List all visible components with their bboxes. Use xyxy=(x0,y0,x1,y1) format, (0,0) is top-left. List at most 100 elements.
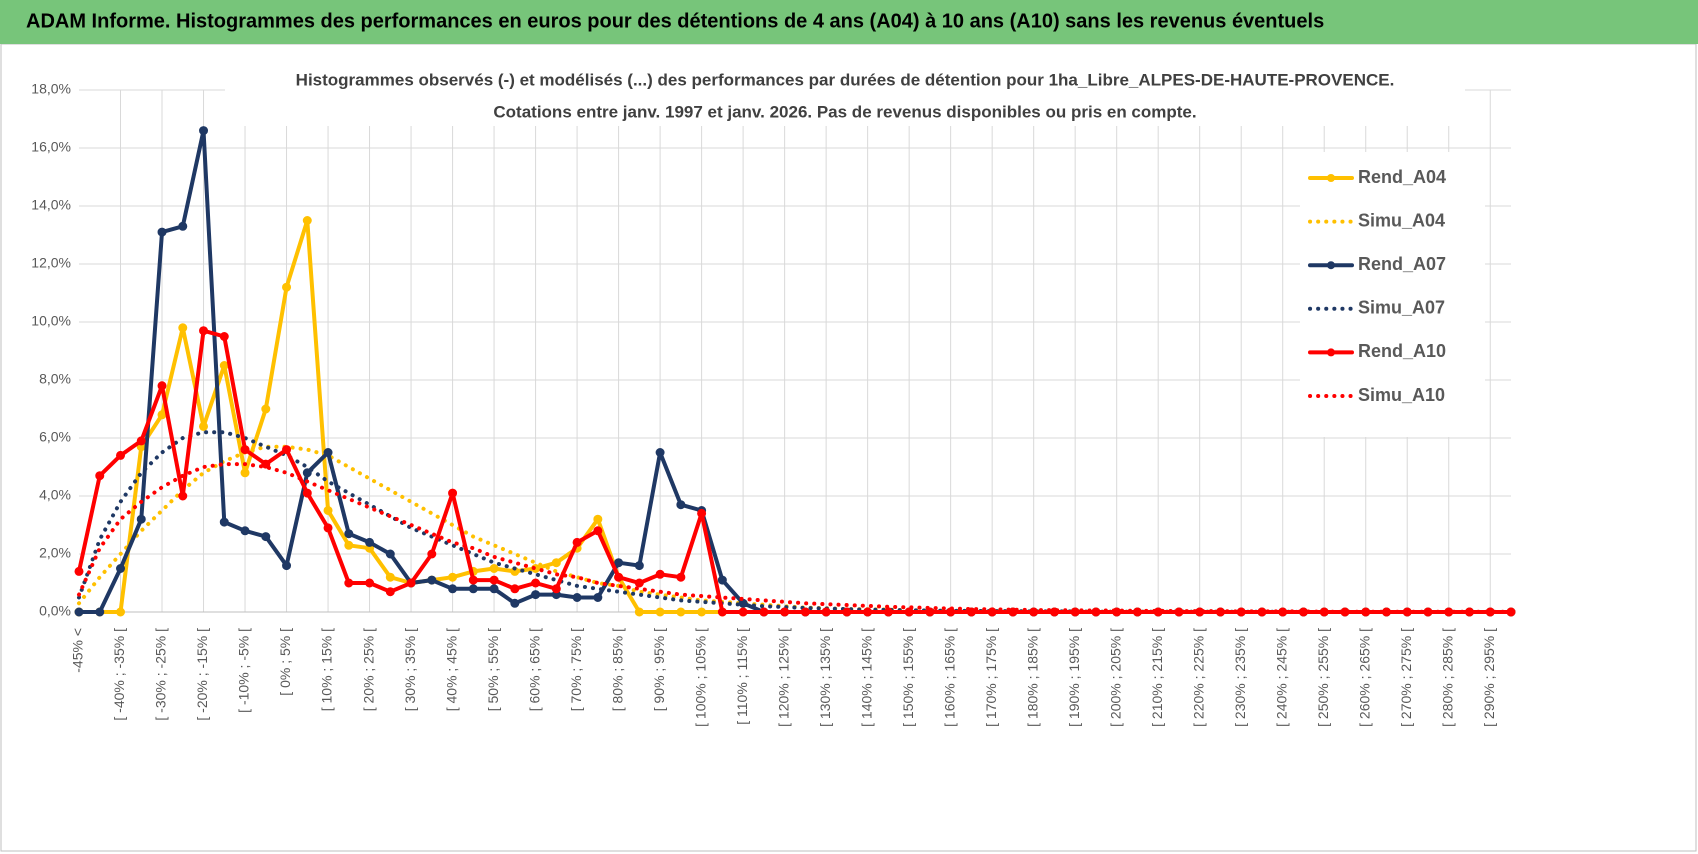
data-point xyxy=(344,529,354,539)
data-point xyxy=(385,549,395,559)
data-point xyxy=(593,593,603,602)
data-point xyxy=(821,607,831,617)
data-point xyxy=(676,607,686,617)
x-tick-label: [ 280% ; 285% [ xyxy=(1439,628,1455,727)
data-point xyxy=(634,561,644,571)
title-box xyxy=(225,64,1465,126)
x-tick-label: [ 60% ; 65% [ xyxy=(526,628,542,711)
data-point xyxy=(157,227,167,237)
legend-label: Rend_A07 xyxy=(1358,254,1446,274)
data-point xyxy=(676,572,686,582)
x-tick-label: [ 100% ; 105% [ xyxy=(692,628,708,727)
y-tick-label: 4,0% xyxy=(39,487,71,503)
data-point xyxy=(489,575,499,585)
x-tick-label: [ 180% ; 185% [ xyxy=(1024,628,1040,727)
data-point xyxy=(344,578,354,588)
x-tick-label: [ 20% ; 25% [ xyxy=(360,628,376,711)
x-tick-label: [ 50% ; 55% [ xyxy=(485,628,501,711)
x-tick-label: [ 70% ; 75% [ xyxy=(568,628,584,711)
legend-label: Simu_A07 xyxy=(1358,298,1445,318)
data-point xyxy=(468,584,478,594)
y-tick-label: 12,0% xyxy=(31,255,71,271)
x-tick-label: [ 120% ; 125% [ xyxy=(775,628,791,727)
data-point xyxy=(219,332,229,341)
data-point xyxy=(240,526,250,536)
x-tick-label: [ 200% ; 205% [ xyxy=(1107,628,1123,727)
x-tick-label: [ 160% ; 165% [ xyxy=(941,628,957,727)
data-point xyxy=(74,566,84,576)
x-tick-label: [ 150% ; 155% [ xyxy=(900,628,916,727)
x-tick-label: [ 220% ; 225% [ xyxy=(1190,628,1206,727)
legend-label: Rend_A10 xyxy=(1358,341,1446,361)
x-tick-label: [ 130% ; 135% [ xyxy=(817,628,833,727)
data-point xyxy=(842,607,852,617)
x-tick-label: [ 140% ; 145% [ xyxy=(858,628,874,727)
data-point xyxy=(365,537,375,547)
data-point xyxy=(448,488,458,498)
x-tick-label: [ 80% ; 85% [ xyxy=(609,628,625,711)
legend-label: Simu_A04 xyxy=(1358,210,1445,230)
data-point xyxy=(95,607,105,617)
data-point xyxy=(489,584,499,594)
x-tick-label: [ 230% ; 235% [ xyxy=(1232,628,1248,727)
data-point xyxy=(302,488,312,498)
data-point xyxy=(780,607,790,617)
x-tick-label: [ -10% ; -5% [ xyxy=(236,628,252,713)
data-point xyxy=(95,471,105,481)
data-point xyxy=(178,323,188,333)
data-point xyxy=(572,593,582,602)
data-point xyxy=(261,459,271,469)
y-tick-label: 18,0% xyxy=(31,81,71,97)
legend-label: Rend_A04 xyxy=(1358,167,1446,187)
data-point xyxy=(863,607,873,617)
data-point xyxy=(344,540,354,550)
x-tick-label: [ -20% ; -15% [ xyxy=(194,628,210,721)
data-point xyxy=(199,421,209,431)
data-point xyxy=(406,578,416,588)
data-point xyxy=(282,445,292,455)
data-point xyxy=(116,607,126,617)
x-tick-label: [ -30% ; -25% [ xyxy=(153,628,169,721)
data-point xyxy=(427,575,437,585)
data-point xyxy=(717,607,727,617)
x-tick-label: [ 250% ; 255% [ xyxy=(1315,628,1331,727)
x-tick-label: [ -40% ; -35% [ xyxy=(111,628,127,721)
x-tick-label: [ 210% ; 215% [ xyxy=(1149,628,1165,727)
data-point xyxy=(697,508,707,518)
legend-label: Simu_A10 xyxy=(1358,385,1445,405)
data-point xyxy=(925,607,935,617)
data-point xyxy=(323,448,333,457)
x-tick-label: [ 290% ; 295% [ xyxy=(1481,628,1497,727)
data-point xyxy=(74,607,84,617)
data-point xyxy=(448,572,458,582)
data-point xyxy=(302,216,312,225)
data-point xyxy=(593,514,603,524)
data-point xyxy=(655,607,665,617)
x-tick-label: [ 270% ; 275% [ xyxy=(1398,628,1414,727)
data-point xyxy=(572,537,582,547)
data-point xyxy=(136,436,146,446)
data-point xyxy=(551,558,561,568)
y-tick-label: 14,0% xyxy=(31,197,71,213)
x-tick-label: [ 170% ; 175% [ xyxy=(983,628,999,727)
data-point xyxy=(323,523,333,533)
x-tick-label: [ 240% ; 245% [ xyxy=(1273,628,1289,727)
data-point xyxy=(261,404,271,414)
data-point xyxy=(178,491,188,501)
data-point xyxy=(157,381,167,391)
data-point xyxy=(302,468,312,478)
data-point xyxy=(655,569,665,579)
data-point xyxy=(697,607,707,617)
data-point xyxy=(593,526,603,536)
data-point xyxy=(240,445,250,455)
x-tick-label: [ 90% ; 95% [ xyxy=(651,628,667,711)
data-point xyxy=(738,607,748,617)
data-point xyxy=(531,578,541,588)
data-point xyxy=(510,584,520,594)
data-point xyxy=(448,584,458,594)
data-point xyxy=(199,126,209,136)
series-line xyxy=(77,328,1513,614)
data-point xyxy=(116,450,126,460)
data-point xyxy=(510,598,520,608)
data-point xyxy=(199,326,209,336)
